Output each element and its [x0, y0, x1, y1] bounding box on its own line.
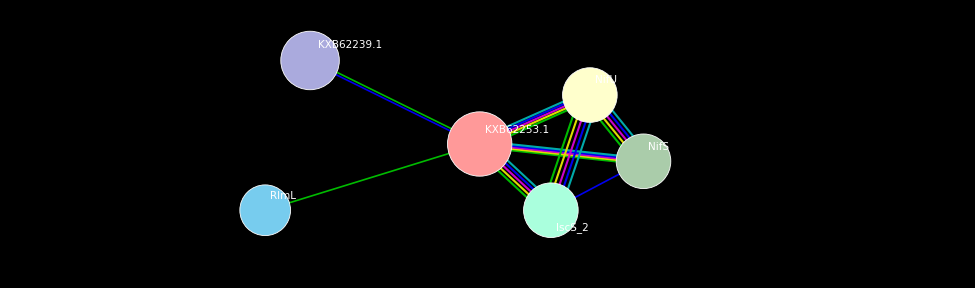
Text: NifU: NifU — [595, 75, 617, 85]
Text: KXB62239.1: KXB62239.1 — [318, 40, 382, 50]
Ellipse shape — [616, 134, 671, 189]
Ellipse shape — [524, 183, 578, 238]
Ellipse shape — [281, 31, 339, 90]
Ellipse shape — [240, 185, 291, 236]
Ellipse shape — [448, 112, 512, 176]
Text: KXB62253.1: KXB62253.1 — [485, 125, 549, 134]
Ellipse shape — [563, 68, 617, 122]
Text: NifS: NifS — [648, 142, 670, 152]
Text: RlmL: RlmL — [270, 191, 296, 201]
Text: IscS_2: IscS_2 — [556, 222, 589, 233]
